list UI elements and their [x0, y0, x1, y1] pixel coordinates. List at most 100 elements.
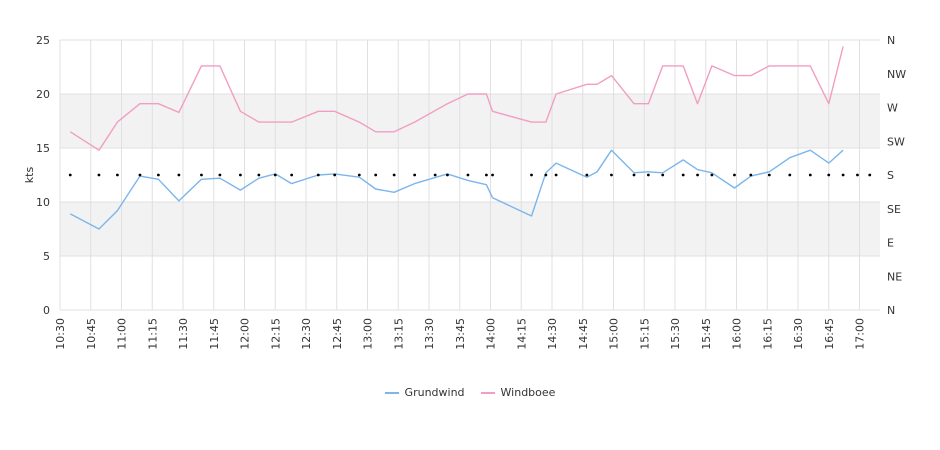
- x-tick-label: 11:00: [116, 318, 129, 350]
- direction-marker: [485, 173, 488, 177]
- x-tick-label: 16:00: [731, 318, 744, 350]
- direction-marker: [333, 173, 337, 177]
- direction-marker: [749, 173, 753, 177]
- direction-marker: [392, 173, 396, 177]
- x-tick-label: 12:15: [269, 318, 282, 350]
- direction-marker: [841, 173, 845, 177]
- x-tick-label: 13:45: [454, 318, 467, 350]
- direction-marker: [374, 173, 378, 177]
- x-tick-label: 15:30: [669, 318, 682, 350]
- x-tick-label: 14:45: [577, 318, 590, 350]
- x-tick-label: 14:15: [515, 318, 528, 350]
- x-tick-label: 16:30: [792, 318, 805, 350]
- x-tick-label: 12:30: [300, 318, 313, 350]
- x-tick-label: 15:15: [638, 318, 651, 350]
- legend: Grundwind Windboee: [0, 386, 940, 399]
- direction-marker: [788, 173, 792, 177]
- legend-item-grundwind[interactable]: Grundwind: [384, 386, 465, 399]
- direction-marker: [868, 173, 872, 177]
- y-tick-label: 0: [43, 304, 50, 317]
- legend-swatch: [480, 391, 495, 394]
- direction-markers: [68, 173, 872, 177]
- x-tick-label: 13:30: [423, 318, 436, 350]
- y-axis-label: kts: [23, 167, 36, 184]
- x-tick-label: 13:00: [362, 318, 375, 350]
- direction-tick-label: NW: [887, 68, 906, 81]
- direction-marker: [827, 173, 831, 177]
- x-tick-label: 10:30: [54, 318, 67, 350]
- x-tick-label: 12:00: [239, 318, 252, 350]
- direction-tick-label: W: [887, 102, 898, 115]
- direction-marker: [681, 173, 685, 177]
- x-axis-ticks: 10:30 10:45 11:00 11:15 11:30 11:45 12:00 12:15…: [54, 318, 867, 350]
- direction-marker: [733, 173, 736, 177]
- x-tick-label: 17:00: [854, 318, 867, 350]
- x-tick-label: 15:00: [608, 318, 621, 350]
- y-tick-label: 15: [36, 142, 50, 155]
- y-tick-label: 5: [43, 250, 50, 263]
- direction-marker: [116, 173, 119, 177]
- direction-marker: [446, 173, 449, 177]
- x-tick-label: 16:45: [823, 318, 836, 350]
- direction-marker: [710, 173, 714, 177]
- direction-tick-label: E: [887, 237, 894, 250]
- direction-marker: [632, 173, 636, 177]
- plot-band: [60, 202, 880, 256]
- x-tick-label: 14:30: [546, 318, 559, 350]
- direction-tick-label: SW: [887, 135, 905, 148]
- direction-marker: [767, 173, 771, 177]
- y-tick-label: 20: [36, 88, 50, 101]
- legend-swatch: [384, 391, 399, 394]
- x-tick-label: 10:45: [85, 318, 98, 350]
- series-line-grundwind: [69, 149, 844, 230]
- grid-lines: [59, 39, 880, 311]
- x-tick-label: 16:15: [761, 318, 774, 350]
- direction-marker: [413, 173, 417, 177]
- direction-marker: [466, 173, 470, 177]
- direction-marker: [554, 173, 558, 177]
- x-tick-label: 11:45: [208, 318, 221, 350]
- direction-marker: [177, 173, 181, 177]
- x-tick-label: 11:15: [146, 318, 159, 350]
- y-tick-label: 10: [36, 196, 50, 209]
- y2-axis-direction-ticks: N NE E SE S SW W NW N: [887, 34, 906, 317]
- y-tick-label: 25: [36, 34, 50, 47]
- plot-bands: [60, 94, 880, 256]
- direction-marker: [157, 173, 160, 177]
- x-tick-label: 15:45: [700, 318, 713, 350]
- x-tick-label: 13:15: [392, 318, 405, 350]
- direction-marker: [661, 173, 665, 177]
- x-tick-label: 14:00: [485, 318, 498, 350]
- direction-marker: [68, 173, 72, 177]
- x-tick-label: 11:30: [177, 318, 190, 350]
- direction-marker: [610, 173, 613, 177]
- direction-marker: [273, 173, 277, 177]
- direction-marker: [97, 173, 101, 177]
- plot-band: [60, 94, 880, 148]
- direction-tick-label: SE: [887, 203, 901, 216]
- direction-marker: [357, 173, 361, 177]
- direction-marker: [530, 173, 533, 177]
- direction-marker: [696, 173, 699, 177]
- direction-marker: [544, 173, 548, 177]
- legend-label: Windboee: [500, 386, 556, 399]
- direction-marker: [433, 173, 437, 177]
- direction-tick-label: N: [887, 304, 895, 317]
- direction-marker: [646, 173, 650, 177]
- series-lines: [69, 46, 844, 230]
- direction-marker: [218, 173, 222, 177]
- direction-marker: [138, 173, 142, 177]
- direction-marker: [200, 173, 203, 177]
- direction-marker: [808, 173, 812, 177]
- direction-marker: [491, 173, 494, 177]
- direction-tick-label: N: [887, 34, 895, 47]
- direction-marker: [257, 173, 261, 177]
- legend-label: Grundwind: [404, 386, 465, 399]
- series-line-windboee: [69, 46, 844, 151]
- direction-tick-label: S: [887, 169, 894, 182]
- y-axis-ticks: 0 5 10 15 20 25: [36, 34, 50, 317]
- direction-marker: [239, 173, 242, 177]
- direction-marker: [290, 173, 294, 177]
- legend-item-windboee[interactable]: Windboee: [480, 386, 556, 399]
